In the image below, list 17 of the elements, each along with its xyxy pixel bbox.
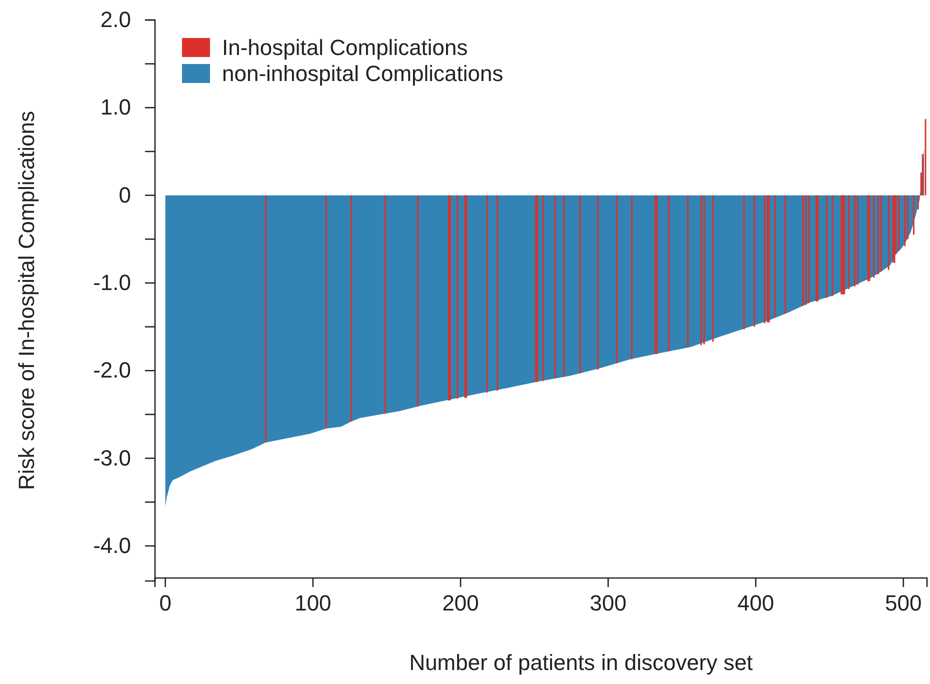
y-tick-label: -3.0 [93, 445, 131, 470]
y-axis-title: Risk score of In-hospital Complications [14, 110, 39, 490]
y-tick-label: 0 [118, 182, 131, 208]
x-tick-label: 100 [294, 590, 332, 616]
y-tick-label: -1.0 [93, 270, 131, 296]
legend-label: In-hospital Complications [222, 35, 468, 60]
y-tick-label: -2.0 [93, 358, 131, 383]
x-axis-title: Number of patients in discovery set [409, 650, 753, 675]
x-tick-label: 300 [590, 590, 627, 616]
x-tick-label: 0 [159, 590, 172, 616]
y-tick-label: 2.0 [100, 7, 131, 32]
y-tick-label: -4.0 [93, 532, 131, 558]
x-tick-label: 400 [737, 590, 774, 616]
x-tick-label: 200 [442, 590, 479, 616]
y-tick-label: 1.0 [100, 94, 131, 120]
legend-label: non-inhospital Complications [222, 61, 504, 86]
x-tick-label: 500 [885, 590, 922, 616]
